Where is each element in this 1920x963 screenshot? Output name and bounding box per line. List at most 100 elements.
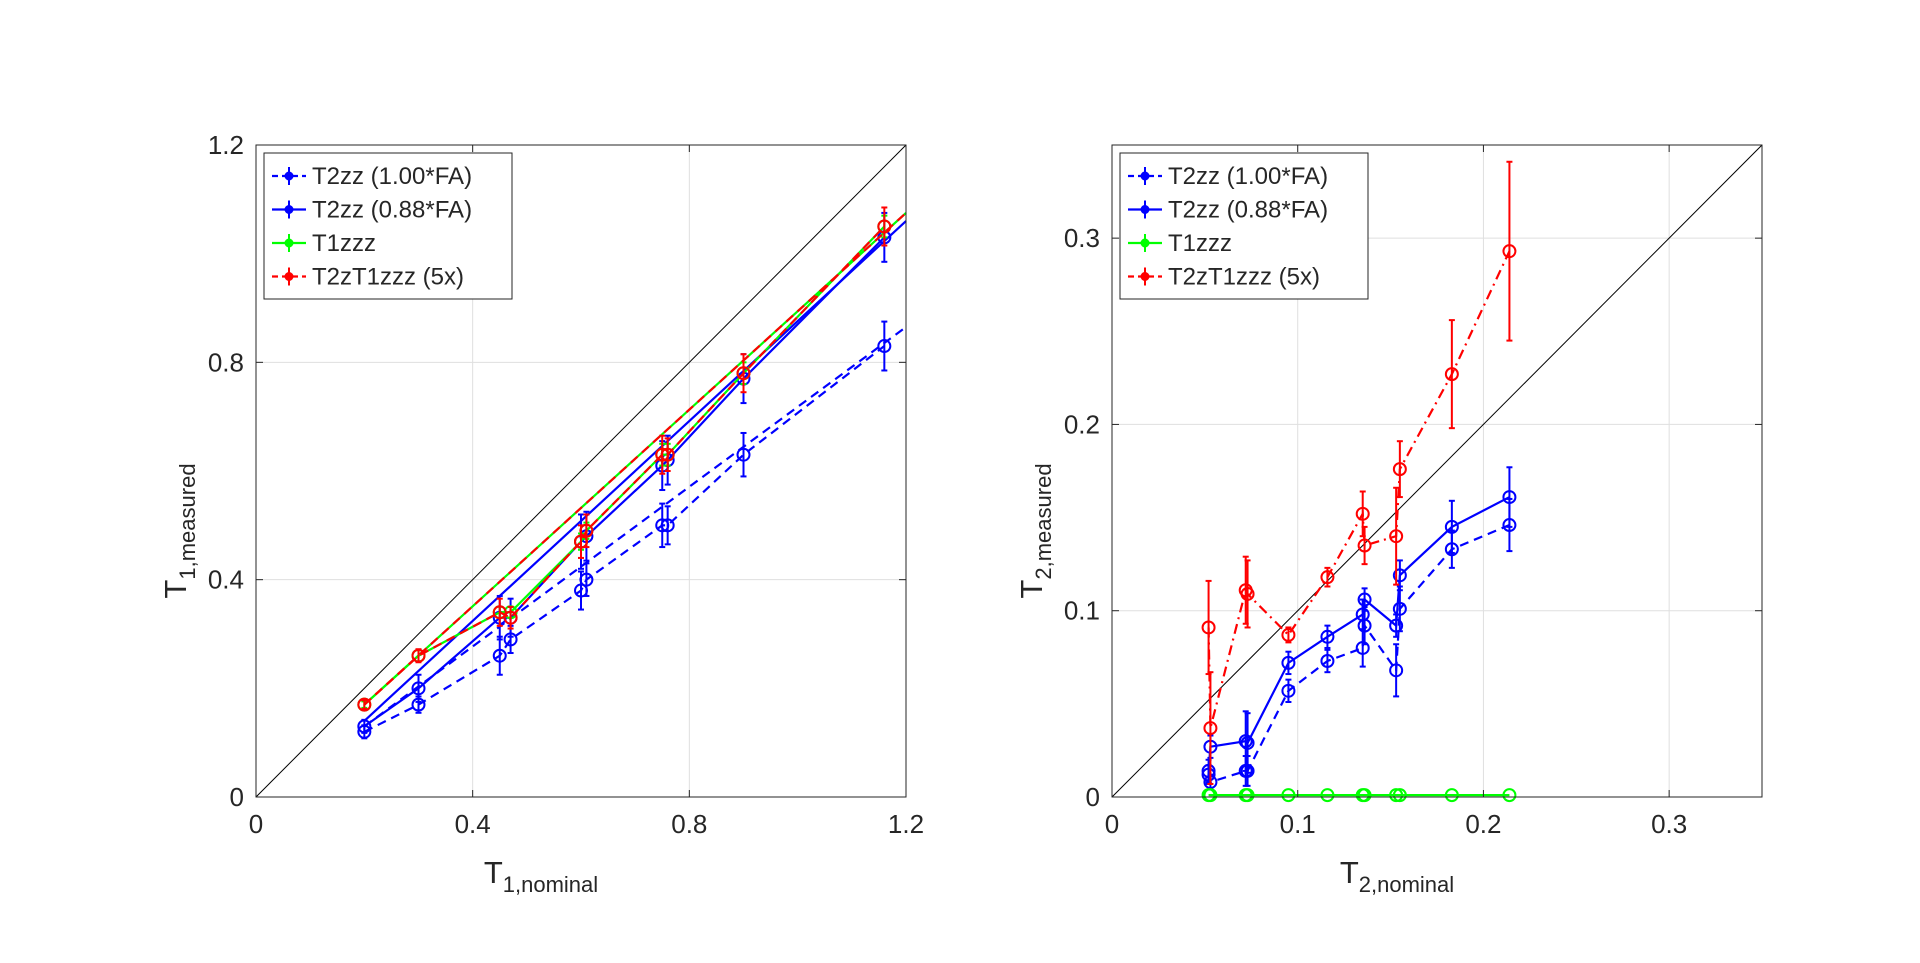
legend-marker (284, 205, 294, 214)
data-point (1203, 721, 1218, 736)
legend-label: T1zzz (1168, 230, 1232, 257)
x-tick-label: 0.1 (1280, 809, 1316, 839)
data-point (1281, 683, 1296, 698)
data-point (357, 719, 372, 734)
legend-label: T2zz (1.00*FA) (312, 163, 472, 190)
data-point (411, 681, 426, 696)
legend-marker (1140, 205, 1150, 214)
data-point (1357, 592, 1372, 607)
legend-box (263, 152, 513, 300)
chart-panel-t2: 0 0.1 0.2 0.3 0 0.1 0.2 0.3 T2,nominal T2,measure… (1014, 144, 1763, 897)
data-point (1392, 788, 1407, 803)
series-3 (357, 206, 907, 712)
data-point (1238, 734, 1253, 749)
data-point (1389, 788, 1404, 803)
y-tick-label: 0.2 (1064, 409, 1100, 439)
data-point (1320, 654, 1335, 669)
data-point (1320, 788, 1335, 803)
y-tick-label: 0.4 (208, 565, 244, 595)
series-line (1207, 250, 1511, 729)
data-point (1392, 568, 1407, 583)
data-point (736, 366, 751, 381)
legend-marker (1140, 272, 1150, 281)
data-point (503, 610, 518, 625)
y-tick-label: 0 (1086, 782, 1100, 812)
data-point (1355, 607, 1370, 622)
data-point (1240, 788, 1255, 803)
legend-marker (284, 272, 294, 281)
chart-panel-t1: 0 0.4 0.8 1.2 0 0.4 0.8 1.2 T1,nominal T1,measure… (158, 130, 924, 897)
legend-item: T2zz (1.00*FA) (272, 163, 472, 190)
data-point (1320, 629, 1335, 644)
data-point (1355, 506, 1370, 521)
legend-label: T2zT1zzz (5x) (1168, 264, 1320, 291)
data-point (1444, 367, 1459, 382)
legend-label: T2zz (0.88*FA) (312, 197, 472, 224)
series-line (363, 345, 886, 733)
x-tick-label: 1.2 (888, 809, 924, 839)
fit-line (363, 212, 907, 706)
axes-box (1111, 144, 1763, 798)
x-tick-label: 0.2 (1465, 809, 1501, 839)
legend-item: T2zz (1.00*FA) (1128, 163, 1328, 190)
y-tick-label: 0 (230, 782, 244, 812)
data-point (1355, 640, 1370, 655)
series-3 (1201, 160, 1517, 785)
series-1 (1201, 466, 1517, 784)
identity-line (255, 144, 907, 798)
data-point (1392, 462, 1407, 477)
data-point (660, 447, 675, 462)
legend-label: T2zz (0.88*FA) (1168, 197, 1328, 224)
data-point (1502, 788, 1517, 803)
x-axis-label: T2,nominal (1340, 855, 1454, 897)
legend-item: T1zzz (1128, 230, 1232, 257)
data-point (1240, 735, 1255, 750)
data-point (579, 523, 594, 538)
x-tick-label: 0.8 (671, 809, 707, 839)
data-point (357, 697, 372, 712)
legend-label: T1zzz (312, 230, 376, 257)
data-point (877, 339, 892, 354)
data-point (1502, 490, 1517, 505)
fit-line (363, 326, 907, 728)
legend-item: T2zT1zzz (5x) (272, 264, 464, 291)
data-point (1203, 788, 1218, 803)
data-point (1201, 620, 1216, 635)
data-point (1444, 519, 1459, 534)
legend: T2zz (1.00*FA) T2zz (0.88*FA) T1zzz T2zT1zz… (263, 152, 513, 300)
data-point (1320, 570, 1335, 585)
y-tick-label: 1.2 (208, 130, 244, 160)
legend-item: T1zzz (272, 230, 376, 257)
legend-marker (1140, 171, 1150, 181)
legend-marker (284, 238, 294, 248)
data-point (1389, 663, 1404, 678)
data-point (1281, 655, 1296, 670)
data-point (492, 648, 507, 663)
data-point (1502, 244, 1517, 259)
legend-label: T2zT1zzz (5x) (312, 264, 464, 291)
legend-item: T2zz (0.88*FA) (272, 197, 472, 224)
x-axis-label: T1,nominal (484, 855, 598, 897)
y-tick-label: 0.8 (208, 347, 244, 377)
legend: T2zz (1.00*FA) T2zz (0.88*FA) T1zzz T2zT1zz… (1119, 152, 1369, 300)
y-tick-label: 0.3 (1064, 223, 1100, 253)
axes-box (255, 144, 907, 798)
data-point (411, 648, 426, 663)
y-axis-label: T1,measured (158, 463, 200, 598)
data-point (1240, 586, 1255, 601)
x-tick-label: 0.4 (455, 809, 491, 839)
data-point (1389, 529, 1404, 544)
legend-marker (284, 171, 294, 181)
data-point (660, 518, 675, 533)
y-tick-label: 0.1 (1064, 596, 1100, 626)
legend-item: T2zz (0.88*FA) (1128, 197, 1328, 224)
x-tick-label: 0 (249, 809, 263, 839)
y-axis-label: T2,measured (1014, 463, 1056, 598)
legend-marker (1140, 238, 1150, 248)
legend-label: T2zz (1.00*FA) (1168, 163, 1328, 190)
data-point (1357, 788, 1372, 803)
data-point (1357, 538, 1372, 553)
legend-box (1119, 152, 1369, 300)
data-point (579, 572, 594, 587)
data-point (1281, 788, 1296, 803)
